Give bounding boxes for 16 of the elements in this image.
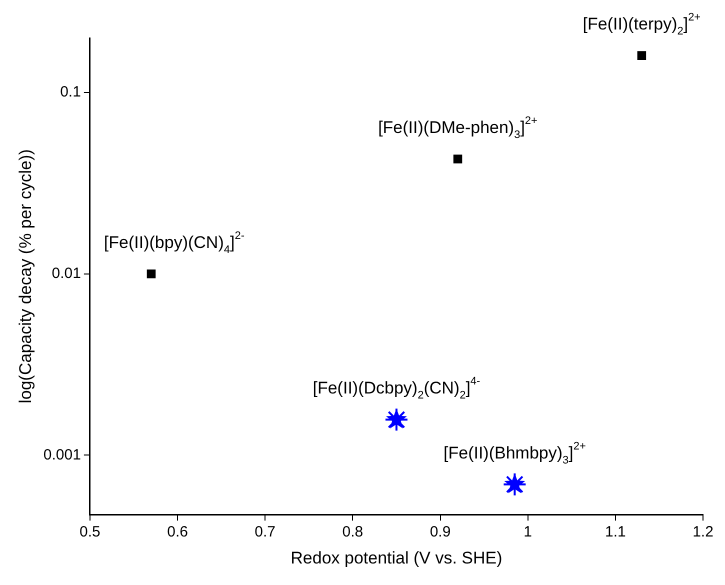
x-tick-label: 1.1 [604,524,626,541]
point [146,269,156,278]
point [637,51,646,60]
x-tick-label: 0.9 [430,524,451,541]
x-tick-label: 1 [524,524,532,541]
x-tick-label: 0.8 [342,524,364,541]
point [453,154,462,164]
x-tick-label: 0.7 [254,524,276,541]
y-tick-label: 0.001 [43,446,81,464]
y-tick-label: 0.1 [60,84,81,101]
x-tick-label: 1.2 [692,524,714,541]
y-tick-label: 0.01 [52,265,81,282]
y-axis-title: log(Capacity decay (% per cycle)) [16,149,35,404]
x-tick-label: 0.6 [167,524,188,541]
x-tick-label: 0.5 [80,524,100,541]
x-axis-title: Redox potential (V vs. SHE) [290,548,502,568]
